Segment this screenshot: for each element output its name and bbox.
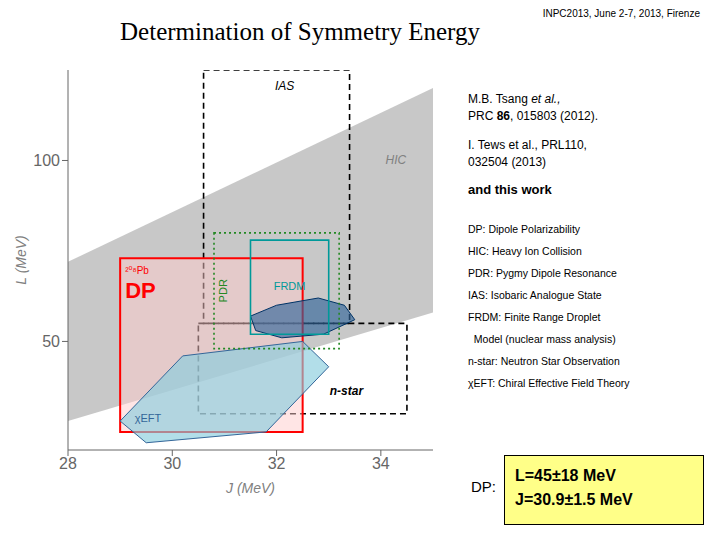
html-text:PRC 86, 015803 (2012).: PRC 86, 015803 (2012).: [468, 109, 599, 123]
html-text:M.B. Tsang et al.,: M.B. Tsang et al.,: [468, 92, 561, 106]
html-text:DP:: DP:: [471, 478, 496, 495]
svg-text:32: 32: [268, 455, 286, 472]
html-text:χEFT: Chiral Effective Field T: χEFT: Chiral Effective Field Theory: [468, 377, 630, 389]
svg-text:100: 100: [33, 152, 60, 169]
html-text:and this work: and this work: [468, 182, 552, 197]
html-text:032504 (2013): 032504 (2013): [468, 155, 547, 169]
svg-text:J (MeV): J (MeV): [225, 480, 275, 496]
svg-text:IAS: IAS: [275, 79, 294, 93]
html-text:I. Tews et al., PRL110,: I. Tews et al., PRL110,: [468, 138, 587, 152]
svg-text:DP: DP: [125, 278, 156, 303]
html-text:PDR: Pygmy Dipole Resonance: PDR: Pygmy Dipole Resonance: [468, 267, 617, 279]
html-text:DP: Dipole Polarizability: DP: Dipole Polarizability: [468, 223, 580, 235]
svg-text:FRDM: FRDM: [274, 280, 306, 292]
svg-text:28: 28: [59, 455, 77, 472]
svg-text:50: 50: [42, 333, 60, 350]
svg-text:PDR: PDR: [217, 279, 229, 302]
html-text:n-star: Neutron Star Observati: n-star: Neutron Star Observation: [468, 355, 620, 367]
svg-text:n-star: n-star: [330, 384, 365, 398]
html-text:INPC2013, June 2-7, 2013, Fire: INPC2013, June 2-7, 2013, Firenze: [542, 8, 700, 19]
svg-text:HIC: HIC: [386, 153, 407, 167]
html-text:L=45±18 MeV: L=45±18 MeV: [515, 467, 616, 484]
svg-text:34: 34: [372, 455, 390, 472]
html-text:Determination of Symmetry Ener: Determination of Symmetry Energy: [120, 18, 480, 45]
html-text:Model (nuclear mass analysis): Model (nuclear mass analysis): [468, 333, 616, 345]
svg-text:L (MeV): L (MeV): [13, 235, 29, 285]
html-text:J=30.9±1.5 MeV: J=30.9±1.5 MeV: [515, 491, 633, 508]
svg-text:χEFT: χEFT: [135, 412, 162, 424]
svg-text:²⁰⁸Pb: ²⁰⁸Pb: [125, 265, 149, 276]
html-text:IAS: Isobaric Analogue State: IAS: Isobaric Analogue State: [468, 289, 602, 301]
html-text:FRDM: Finite Range Droplet: FRDM: Finite Range Droplet: [468, 311, 601, 323]
html-text:HIC: Heavy Ion Collision: HIC: Heavy Ion Collision: [468, 245, 582, 257]
svg-text:30: 30: [163, 455, 181, 472]
